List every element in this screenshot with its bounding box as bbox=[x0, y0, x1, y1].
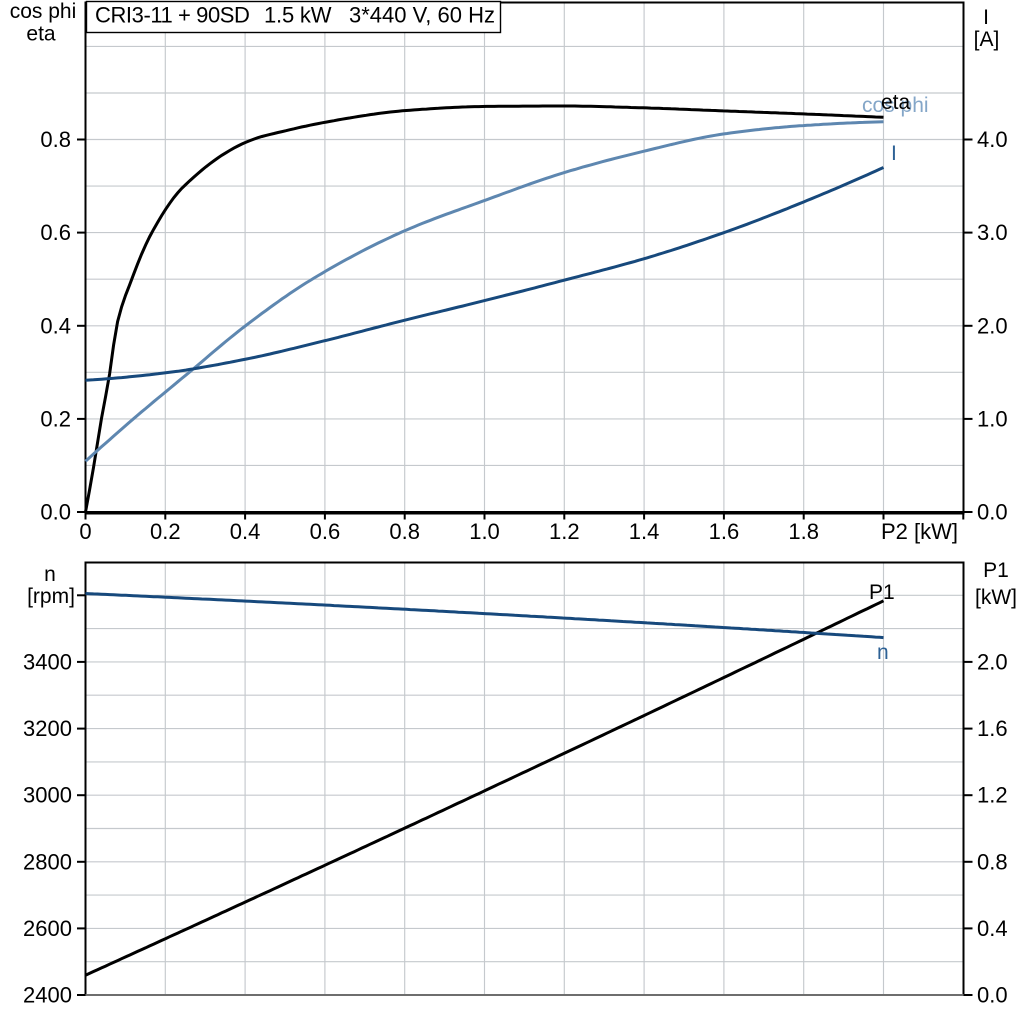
svg-text:1.0: 1.0 bbox=[977, 406, 1008, 431]
svg-text:0: 0 bbox=[79, 519, 91, 544]
svg-text:I: I bbox=[891, 142, 897, 165]
svg-text:1.2: 1.2 bbox=[549, 519, 580, 544]
svg-text:1.6: 1.6 bbox=[977, 716, 1008, 741]
svg-text:[A]: [A] bbox=[974, 28, 1000, 51]
svg-text:[rpm]: [rpm] bbox=[27, 585, 75, 608]
svg-text:0.6: 0.6 bbox=[40, 220, 71, 245]
svg-text:3400: 3400 bbox=[23, 649, 72, 674]
svg-text:0.6: 0.6 bbox=[310, 519, 341, 544]
svg-text:cos phi: cos phi bbox=[10, 0, 77, 23]
svg-text:3.0: 3.0 bbox=[977, 220, 1008, 245]
svg-text:1.5 kW: 1.5 kW bbox=[264, 3, 332, 28]
svg-text:0.4: 0.4 bbox=[230, 519, 261, 544]
svg-text:0.2: 0.2 bbox=[150, 519, 181, 544]
svg-text:CRI3-11 + 90SD: CRI3-11 + 90SD bbox=[95, 3, 250, 28]
svg-text:2.0: 2.0 bbox=[977, 313, 1008, 338]
svg-text:[kW]: [kW] bbox=[975, 586, 1017, 609]
svg-text:n: n bbox=[877, 641, 889, 664]
svg-text:0.0: 0.0 bbox=[977, 983, 1008, 1008]
svg-text:0.8: 0.8 bbox=[40, 127, 71, 152]
svg-text:eta: eta bbox=[26, 23, 56, 46]
svg-text:1.8: 1.8 bbox=[788, 519, 819, 544]
svg-text:0.8: 0.8 bbox=[389, 519, 420, 544]
svg-text:0.2: 0.2 bbox=[40, 406, 71, 431]
svg-text:4.0: 4.0 bbox=[977, 127, 1008, 152]
svg-text:P1: P1 bbox=[983, 559, 1009, 582]
svg-text:cos phi: cos phi bbox=[862, 94, 929, 117]
svg-text:P1: P1 bbox=[869, 581, 895, 604]
svg-text:n: n bbox=[44, 563, 56, 586]
svg-text:2600: 2600 bbox=[23, 916, 72, 941]
svg-text:0.0: 0.0 bbox=[977, 500, 1008, 525]
svg-text:2400: 2400 bbox=[23, 983, 72, 1008]
svg-text:I: I bbox=[983, 6, 989, 29]
svg-text:1.2: 1.2 bbox=[977, 783, 1008, 808]
svg-text:0.8: 0.8 bbox=[977, 849, 1008, 874]
svg-text:0.0: 0.0 bbox=[40, 500, 71, 525]
svg-text:2.0: 2.0 bbox=[977, 649, 1008, 674]
svg-text:3*440 V, 60 Hz: 3*440 V, 60 Hz bbox=[349, 3, 495, 28]
svg-text:P2 [kW]: P2 [kW] bbox=[881, 519, 958, 544]
svg-text:0.4: 0.4 bbox=[977, 916, 1008, 941]
svg-text:0.4: 0.4 bbox=[40, 313, 71, 338]
svg-text:1.0: 1.0 bbox=[469, 519, 500, 544]
svg-text:3200: 3200 bbox=[23, 716, 72, 741]
svg-text:2800: 2800 bbox=[23, 849, 72, 874]
svg-text:1.4: 1.4 bbox=[629, 519, 660, 544]
svg-text:1.6: 1.6 bbox=[709, 519, 740, 544]
svg-text:3000: 3000 bbox=[23, 783, 72, 808]
svg-text:eta: eta bbox=[881, 91, 911, 114]
